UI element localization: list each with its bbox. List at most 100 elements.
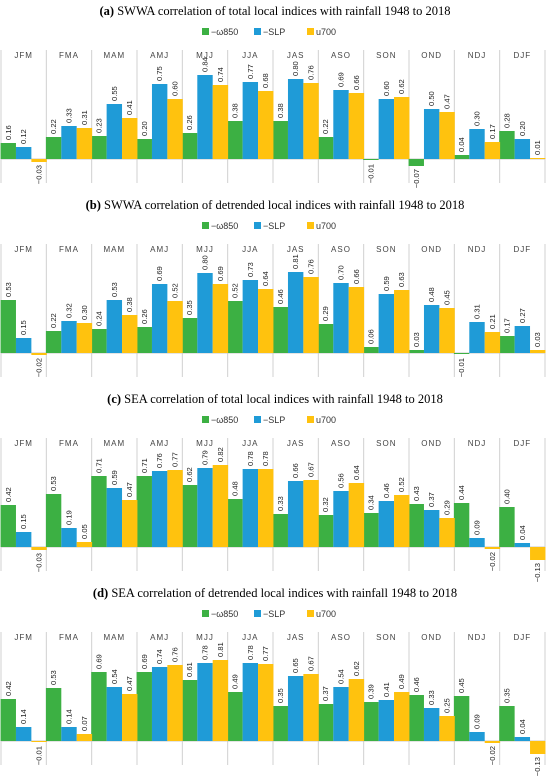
bar-u700-MJJ	[212, 284, 229, 353]
value-label: 0.47	[443, 94, 452, 109]
value-label: 0.59	[382, 276, 391, 291]
bar-−SLP-AMJ	[151, 284, 168, 353]
bar-−ω850-DJF	[499, 507, 515, 547]
bar-u700-AMJ	[167, 301, 183, 353]
bar-−ω850-ASO	[317, 704, 334, 741]
value-label: 0.47	[125, 676, 134, 691]
bar-u700-FMA	[76, 323, 93, 353]
value-label: 0.06	[366, 329, 375, 344]
bar-−ω850-AMJ	[136, 672, 152, 741]
category-label: JJA	[242, 633, 258, 642]
category-label: JAS	[287, 51, 305, 60]
value-label: 0.81	[216, 642, 225, 657]
value-label: 0.60	[171, 81, 180, 96]
value-label: 0.59	[110, 470, 119, 485]
bar-u700-NDJ	[484, 741, 501, 743]
value-label: 0.80	[291, 61, 300, 76]
legend-swatch-2	[307, 222, 314, 229]
value-label: 0.01	[533, 140, 542, 155]
bar-−ω850-JAS	[272, 706, 288, 741]
value-label: 0.77	[246, 64, 255, 79]
chart-title: (c) SEA correlation of total local indic…	[107, 392, 443, 406]
bar-−ω850-OND	[408, 504, 424, 547]
bar-−ω850-JJA	[227, 692, 243, 741]
value-label: 0.15	[19, 320, 28, 335]
value-label: 0.29	[443, 500, 452, 515]
chart-title: (a) SWWA correlation of total local indi…	[100, 4, 451, 18]
bar-−SLP-JAS	[287, 79, 304, 159]
value-label: 0.76	[307, 259, 316, 274]
bar-−SLP-FMA	[61, 528, 77, 547]
bar-−ω850-OND	[408, 350, 424, 353]
legend-label-1: −SLP	[263, 415, 285, 425]
value-label: 0.53	[49, 670, 58, 685]
bar-u700-MAM	[122, 118, 138, 159]
category-label: NDJ	[468, 439, 487, 448]
category-label: AMJ	[150, 633, 169, 642]
bar-u700-OND	[439, 716, 455, 741]
value-label: 0.25	[443, 698, 452, 713]
value-label: 0.49	[230, 674, 239, 689]
value-label: 0.76	[171, 647, 180, 662]
bar-u700-JFM	[31, 353, 47, 355]
value-label: 0.33	[427, 690, 436, 705]
bar-−SLP-FMA	[61, 321, 77, 353]
bar-u700-SON	[394, 495, 410, 547]
bar-u700-MAM	[122, 500, 138, 547]
legend-swatch-1	[254, 222, 261, 229]
value-label: 0.21	[488, 314, 497, 329]
bar-−ω850-MJJ	[181, 133, 198, 159]
bar-−SLP-DJF	[514, 543, 531, 547]
bar-−SLP-JAS	[287, 481, 304, 547]
value-label: 0.50	[427, 91, 436, 106]
category-label: MJJ	[196, 245, 214, 254]
value-label: 0.46	[412, 677, 421, 692]
category-label: AMJ	[150, 245, 169, 254]
value-label: 0.40	[502, 489, 511, 504]
bar-−SLP-MJJ	[197, 75, 213, 159]
value-label: 0.78	[246, 451, 255, 466]
value-label: 0.23	[94, 118, 103, 133]
value-label: 0.71	[140, 458, 149, 473]
bar-−SLP-MAM	[106, 687, 123, 741]
category-label: AMJ	[150, 439, 169, 448]
bar-u700-NDJ	[484, 547, 501, 549]
value-label: −0.03	[35, 165, 44, 184]
category-label: MJJ	[196, 633, 214, 642]
value-label: 0.66	[291, 463, 300, 478]
legend-label-2: u700	[316, 415, 336, 425]
value-label: −0.13	[533, 757, 542, 776]
value-label: 0.67	[307, 462, 316, 477]
bar-u700-NDJ	[484, 142, 501, 159]
value-label: 0.77	[171, 452, 180, 467]
category-label: OND	[421, 439, 442, 448]
bar-−ω850-DJF	[499, 131, 515, 159]
bar-−SLP-NDJ	[469, 322, 485, 353]
value-label: 0.62	[397, 79, 406, 94]
value-label: 0.24	[94, 311, 103, 326]
bar-−SLP-MAM	[106, 300, 123, 353]
panel-title-text: SEA correlation of detrended local indic…	[108, 586, 457, 600]
category-label: DJF	[513, 633, 531, 642]
bar-−SLP-ASO	[333, 491, 349, 547]
bar-−SLP-NDJ	[469, 129, 485, 159]
bar-−ω850-MJJ	[181, 485, 198, 547]
bar-−SLP-ASO	[333, 90, 349, 159]
category-label: NDJ	[468, 633, 487, 642]
legend-swatch-2	[307, 28, 314, 35]
value-label: 0.66	[352, 75, 361, 90]
value-label: 0.52	[171, 283, 180, 298]
panel-label: (c)	[107, 392, 121, 406]
bar-−SLP-OND	[423, 510, 440, 547]
bar-−SLP-JJA	[242, 82, 259, 159]
value-label: 0.74	[216, 67, 225, 82]
value-label: 0.38	[276, 103, 285, 118]
bar-−ω850-FMA	[45, 331, 62, 353]
panel-label: (d)	[93, 586, 108, 600]
value-label: 0.78	[246, 645, 255, 660]
value-label: 0.44	[457, 485, 466, 500]
value-label: 0.04	[518, 525, 527, 540]
chart-title: (b) SWWA correlation of detrended local …	[86, 198, 465, 212]
bar-−ω850-ASO	[317, 515, 334, 547]
value-label: 0.39	[366, 684, 375, 699]
